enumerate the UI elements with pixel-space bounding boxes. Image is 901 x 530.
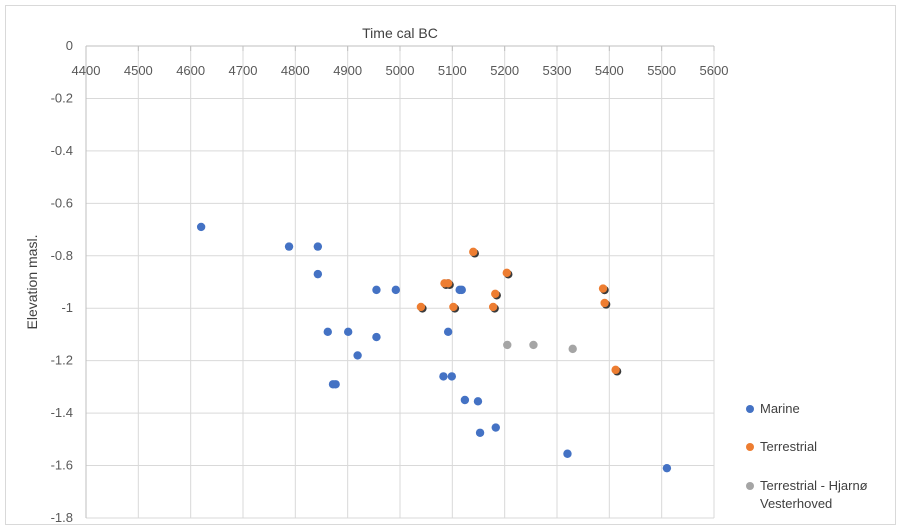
x-tick-label: 5000 (386, 63, 415, 78)
x-axis-title: Time cal BC (362, 25, 438, 41)
x-tick-labels: 4400 4500 4600 4700 4800 4900 5000 5100 5200 5300… (72, 63, 729, 78)
marine-point (460, 395, 470, 405)
terrestrial-point (469, 247, 478, 257)
terrestrial-point (502, 268, 511, 278)
marine-point (443, 327, 453, 337)
marine-point (313, 269, 323, 279)
legend-label: Marine (760, 401, 800, 416)
x-tick-label: 5300 (543, 63, 572, 78)
terrestrial-point (443, 279, 453, 288)
y-tick-label: -1.4 (51, 405, 73, 420)
marine-point (343, 327, 353, 337)
marine-point (475, 428, 485, 437)
terrestrial-point (488, 302, 498, 312)
legend-label: Vesterhoved (760, 496, 832, 511)
gridlines (85, 45, 715, 519)
legend-marker (746, 405, 754, 413)
marine-point (457, 285, 466, 295)
marine-point (323, 327, 332, 337)
marine-point (439, 372, 448, 381)
marine-point (372, 285, 381, 295)
marine-point (473, 397, 483, 406)
terrestrial-point (611, 365, 620, 375)
x-tick-label: 4600 (176, 63, 205, 78)
x-tick-label: 4700 (229, 63, 258, 78)
x-tick-label: 5200 (490, 63, 519, 78)
marine-point (391, 285, 401, 295)
x-tick-label: 5400 (595, 63, 624, 78)
x-tick-label: 4800 (281, 63, 310, 78)
x-tick-label: 4400 (72, 63, 101, 78)
marine-point (313, 242, 323, 251)
x-tick-label: 4900 (333, 63, 362, 78)
y-tick-label: -1.2 (51, 353, 73, 368)
terrestrial-hjarn-vesterhoved-point (529, 340, 538, 350)
y-tick-label: -0.6 (51, 195, 73, 210)
y-tick-label: -0.8 (51, 248, 73, 263)
legend-label: Terrestrial (760, 439, 817, 454)
terrestrial-point (600, 298, 609, 308)
marine-point (284, 242, 294, 251)
legend-label: Terrestrial - Hjarnø (760, 478, 868, 493)
marine-point (563, 449, 572, 458)
y-axis-title: Elevation masl. (24, 235, 40, 330)
x-tick-label: 5100 (438, 63, 467, 78)
terrestrial-point (449, 302, 458, 312)
x-tick-label: 4500 (124, 63, 153, 78)
marine-point (353, 351, 362, 360)
y-tick-label: -0.4 (51, 143, 73, 158)
terrestrial-hjarn-vesterhoved-point (503, 340, 512, 350)
marine-point (372, 332, 381, 342)
y-tick-label: -1.8 (51, 510, 73, 525)
marine-point (491, 423, 500, 432)
x-tick-label: 5600 (700, 63, 729, 78)
legend-marker (746, 443, 754, 451)
chart-frame (5, 5, 896, 525)
y-tick-labels: 0 -0.2 -0.4 -0.6 -0.8 -1 -1.2 -1.4 -1.6 -1.8 (51, 38, 73, 525)
terrestrial-hjarn-vesterhoved-point (568, 344, 577, 354)
terrestrial-point (598, 284, 608, 293)
marine-point (196, 222, 206, 232)
y-tick-label: -0.2 (51, 90, 73, 105)
y-tick-label: -1 (61, 300, 73, 315)
legend-marker (746, 482, 754, 490)
x-tick-label: 5500 (647, 63, 676, 78)
y-tick-label: -1.6 (51, 458, 73, 473)
marine-point (662, 463, 672, 473)
terrestrial-point (491, 289, 500, 298)
data-points (196, 222, 672, 473)
marine-point (447, 372, 457, 381)
legend: Marine Terrestrial Terrestrial - Hjarnø Ves… (746, 401, 868, 511)
y-tick-label: 0 (66, 38, 73, 53)
terrestrial-point (416, 302, 426, 312)
marine-point (331, 380, 340, 389)
